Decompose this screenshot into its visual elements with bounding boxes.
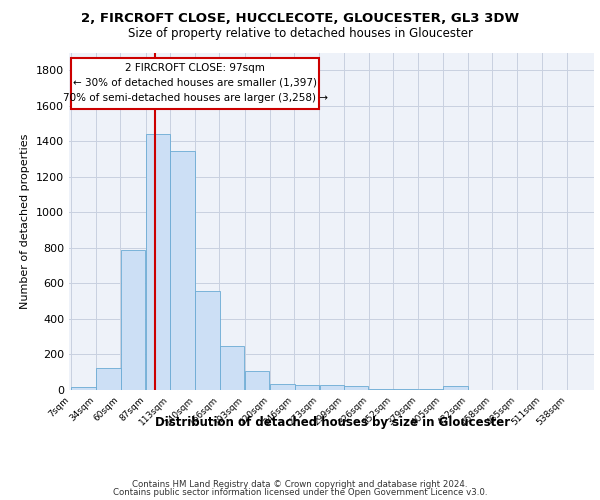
Text: Distribution of detached houses by size in Gloucester: Distribution of detached houses by size … (155, 416, 511, 429)
Text: 70% of semi-detached houses are larger (3,258) →: 70% of semi-detached houses are larger (… (62, 93, 328, 103)
Text: ← 30% of detached houses are smaller (1,397): ← 30% of detached houses are smaller (1,… (73, 78, 317, 88)
Bar (394, 389, 418, 390)
Text: Contains public sector information licensed under the Open Government Licence v3: Contains public sector information licen… (113, 488, 487, 497)
Bar (295, 385, 319, 390)
Bar (245, 371, 269, 390)
Bar (170, 151, 195, 390)
Text: Contains HM Land Registry data © Crown copyright and database right 2024.: Contains HM Land Registry data © Crown c… (132, 480, 468, 489)
Text: 2 FIRCROFT CLOSE: 97sqm: 2 FIRCROFT CLOSE: 97sqm (125, 63, 265, 73)
Bar (71, 388, 96, 390)
Bar (443, 386, 467, 390)
Y-axis label: Number of detached properties: Number of detached properties (20, 134, 31, 309)
Bar (196, 292, 220, 390)
Bar (220, 346, 244, 390)
Bar (320, 385, 344, 390)
Bar (270, 384, 295, 390)
Bar (344, 386, 368, 390)
Bar (121, 250, 145, 390)
Bar (419, 389, 443, 390)
Bar (369, 389, 394, 390)
Bar (97, 368, 121, 390)
Text: Size of property relative to detached houses in Gloucester: Size of property relative to detached ho… (128, 28, 473, 40)
Bar (146, 134, 170, 390)
Text: 2, FIRCROFT CLOSE, HUCCLECOTE, GLOUCESTER, GL3 3DW: 2, FIRCROFT CLOSE, HUCCLECOTE, GLOUCESTE… (81, 12, 519, 26)
FancyBboxPatch shape (71, 58, 319, 110)
